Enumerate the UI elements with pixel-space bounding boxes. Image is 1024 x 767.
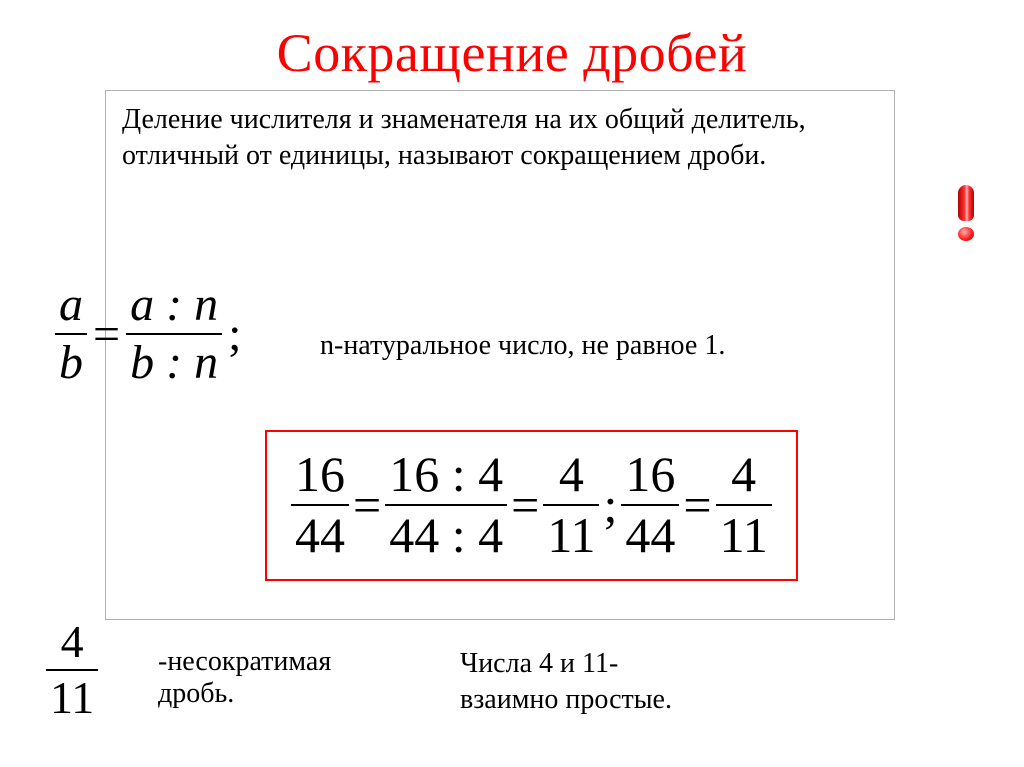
- slide: Сокращение дробей Деление числителя и зн…: [0, 0, 1024, 767]
- definition-text: Деление числителя и знаменателя на их об…: [122, 102, 842, 174]
- example-frac-3: 16 44: [621, 448, 679, 561]
- exclamation-icon: [958, 185, 974, 241]
- irreducible-label: -несократимаядробь.: [158, 646, 331, 710]
- example-frac-0: 16 44: [291, 448, 349, 561]
- equals-sign: =: [683, 476, 711, 534]
- formula-lhs-fraction: a b: [55, 280, 87, 389]
- semicolon: ;: [228, 307, 241, 362]
- formula-note: n-натуральное число, не равное 1.: [320, 330, 725, 362]
- irreducible-fraction: 4 11: [46, 618, 98, 723]
- example-frac-1: 16 : 4 44 : 4: [385, 448, 507, 561]
- example-frac-4: 4 11: [716, 448, 772, 561]
- equals-sign: =: [353, 476, 381, 534]
- example-box: 16 44 = 16 : 4 44 : 4 = 4 11 ; 16 44: [265, 430, 798, 581]
- example-frac-2: 4 11: [543, 448, 599, 561]
- general-formula: a b = a : n b : n ;: [52, 280, 244, 389]
- semicolon: ;: [603, 476, 617, 534]
- coprime-note: Числа 4 и 11-взаимно простые.: [460, 646, 672, 719]
- page-title: Сокращение дробей: [0, 22, 1024, 84]
- equals-sign: =: [93, 307, 120, 362]
- equals-sign: =: [511, 476, 539, 534]
- formula-rhs-fraction: a : n b : n: [126, 280, 222, 389]
